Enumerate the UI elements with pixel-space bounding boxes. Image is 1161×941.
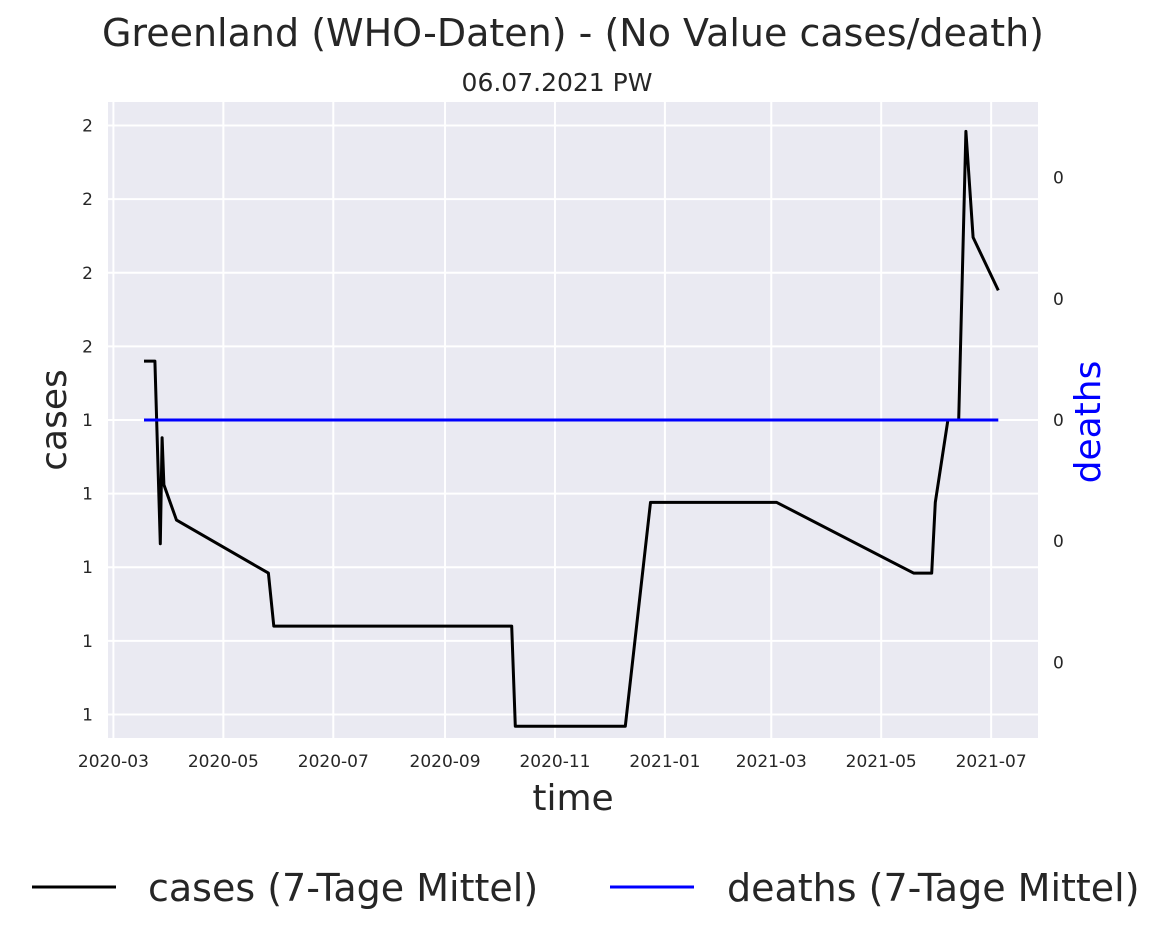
legend-label-cases: cases (7-Tage Mittel) (148, 866, 538, 910)
x-axis-label: time (532, 778, 613, 819)
x-tick-label: 2020-09 (410, 752, 481, 772)
y-left-tick-label: 1 (82, 632, 93, 652)
x-tick-label: 2021-05 (846, 752, 917, 772)
y-right-tick-label: 0 (1053, 169, 1064, 189)
legend-label-deaths: deaths (7-Tage Mittel) (727, 866, 1140, 910)
y-right-tick-labels: 0 0 0 0 0 (1053, 169, 1064, 674)
y-left-tick-label: 1 (82, 558, 93, 578)
y-left-tick-label: 2 (82, 337, 93, 357)
legend: cases (7-Tage Mittel) deaths (7-Tage Mit… (32, 866, 1140, 910)
y-left-tick-label: 2 (82, 117, 93, 137)
x-tick-label: 2020-05 (188, 752, 259, 772)
chart-subtitle: 06.07.2021 PW (462, 68, 653, 97)
x-tick-label: 2021-07 (956, 752, 1027, 772)
x-tick-label: 2020-07 (298, 752, 369, 772)
y-left-tick-label: 2 (82, 264, 93, 284)
x-tick-label: 2021-01 (629, 752, 700, 772)
x-tick-labels: 2020-03 2020-05 2020-07 2020-09 2020-11 2021-… (78, 752, 1027, 772)
y-left-tick-label: 1 (82, 705, 93, 725)
y-left-tick-label: 1 (82, 411, 93, 431)
x-tick-label: 2021-03 (736, 752, 807, 772)
chart-title: Greenland (WHO-Daten) - (No Value cases/… (102, 11, 1044, 55)
y-right-tick-label: 0 (1053, 290, 1064, 310)
y-right-tick-label: 0 (1053, 411, 1064, 431)
series-layer (144, 129, 1000, 728)
y-right-axis-label: deaths (1068, 361, 1109, 484)
y-left-tick-label: 1 (82, 485, 93, 505)
y-left-tick-label: 2 (82, 190, 93, 210)
y-right-tick-label: 0 (1053, 653, 1064, 673)
y-left-axis-label: cases (34, 369, 75, 471)
x-tick-label: 2020-11 (519, 752, 590, 772)
y-right-tick-label: 0 (1053, 532, 1064, 552)
y-left-tick-labels: 1 1 1 1 1 2 2 2 2 (82, 117, 93, 726)
x-tick-label: 2020-03 (78, 752, 149, 772)
